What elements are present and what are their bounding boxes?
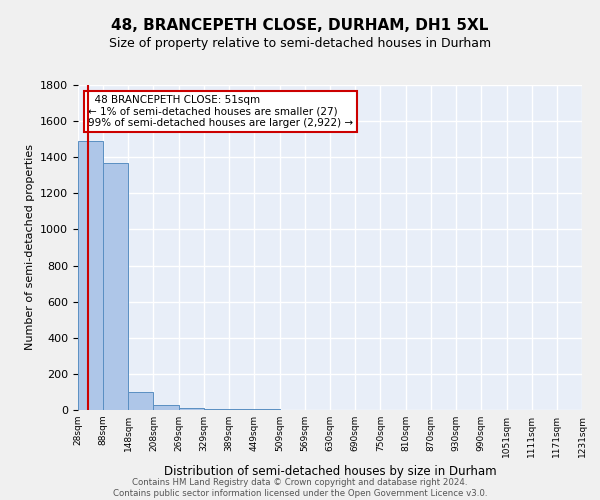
Bar <box>204 409 229 410</box>
Bar <box>128 392 154 410</box>
Bar <box>179 408 204 410</box>
Text: 48 BRANCEPETH CLOSE: 51sqm
← 1% of semi-detached houses are smaller (27)
99% of : 48 BRANCEPETH CLOSE: 51sqm ← 1% of semi-… <box>88 94 353 128</box>
Bar <box>154 406 179 410</box>
Text: Size of property relative to semi-detached houses in Durham: Size of property relative to semi-detach… <box>109 38 491 51</box>
Text: Contains HM Land Registry data © Crown copyright and database right 2024.
Contai: Contains HM Land Registry data © Crown c… <box>113 478 487 498</box>
Bar <box>103 162 128 410</box>
Y-axis label: Number of semi-detached properties: Number of semi-detached properties <box>25 144 35 350</box>
Bar <box>78 141 103 410</box>
Text: 48, BRANCEPETH CLOSE, DURHAM, DH1 5XL: 48, BRANCEPETH CLOSE, DURHAM, DH1 5XL <box>112 18 488 32</box>
X-axis label: Distribution of semi-detached houses by size in Durham: Distribution of semi-detached houses by … <box>164 466 496 478</box>
